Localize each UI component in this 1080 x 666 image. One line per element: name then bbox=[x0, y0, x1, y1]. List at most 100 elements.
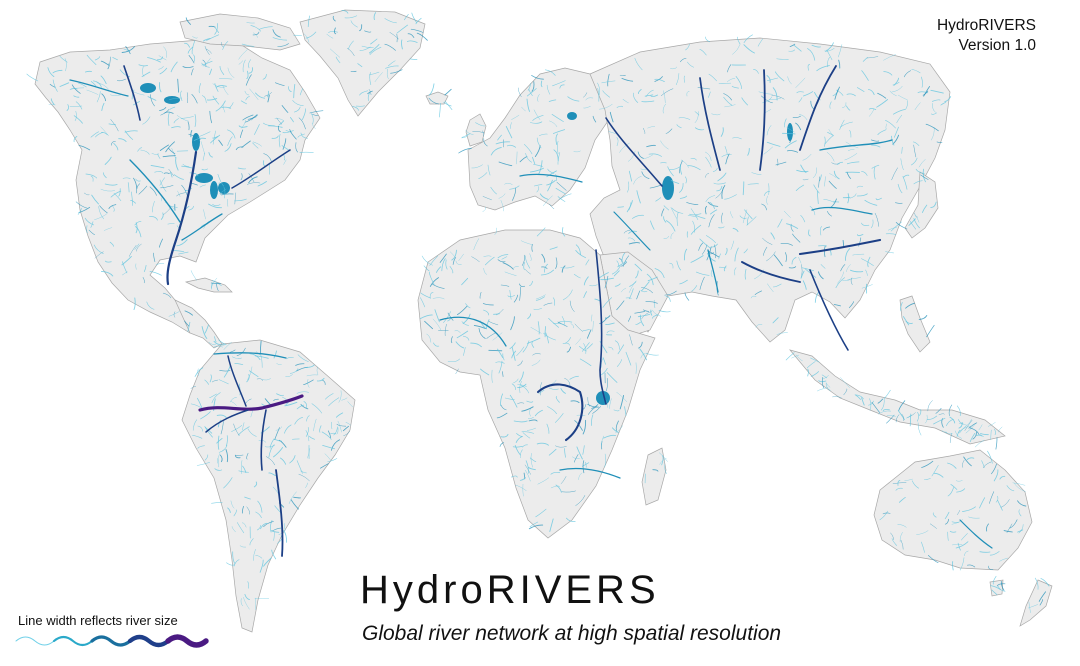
river-segment bbox=[956, 405, 961, 417]
river-segment bbox=[246, 374, 250, 383]
river-segment bbox=[883, 71, 893, 76]
river-segment bbox=[221, 42, 224, 48]
river-segment bbox=[273, 350, 277, 359]
river-segment bbox=[230, 400, 237, 406]
river-segment bbox=[235, 146, 244, 151]
river-segment bbox=[193, 54, 196, 62]
river-segment bbox=[293, 83, 296, 99]
river-segment bbox=[162, 155, 176, 158]
river-segment bbox=[130, 199, 136, 204]
river-segment bbox=[429, 255, 439, 266]
river-segment bbox=[284, 401, 298, 407]
river-segment bbox=[522, 340, 530, 353]
river-segment bbox=[104, 183, 118, 186]
river-segment bbox=[483, 309, 490, 316]
river-segment bbox=[176, 192, 186, 197]
river-segment bbox=[494, 227, 497, 235]
river-segment bbox=[203, 209, 206, 220]
river-segment bbox=[591, 404, 599, 409]
river-madeira bbox=[260, 409, 267, 471]
river-segment bbox=[846, 264, 851, 272]
river-segment bbox=[536, 227, 546, 237]
river-segment bbox=[687, 61, 694, 68]
river-segment bbox=[573, 274, 581, 279]
river-segment bbox=[548, 318, 559, 328]
river-segment bbox=[300, 404, 309, 410]
river-segment bbox=[936, 141, 943, 143]
river-segment bbox=[463, 335, 470, 341]
river-segment bbox=[550, 471, 561, 475]
river-segment bbox=[190, 270, 198, 281]
river-segment bbox=[370, 38, 378, 45]
river-segment bbox=[587, 329, 592, 339]
river-segment bbox=[897, 524, 907, 528]
river-segment bbox=[806, 361, 816, 369]
river-segment bbox=[211, 379, 218, 383]
river-segment bbox=[525, 460, 529, 474]
river-segment bbox=[233, 559, 240, 567]
river-amazon bbox=[198, 394, 304, 412]
river-segment bbox=[1014, 483, 1026, 492]
river-segment bbox=[533, 109, 541, 120]
river-segment bbox=[478, 172, 488, 179]
river-segment bbox=[557, 320, 573, 323]
river-segment bbox=[521, 106, 526, 112]
river-segment bbox=[470, 342, 482, 348]
river-segment bbox=[231, 425, 243, 432]
river-segment bbox=[223, 187, 226, 199]
river-segment bbox=[209, 393, 217, 399]
river-segment bbox=[311, 123, 316, 129]
river-segment bbox=[914, 215, 920, 223]
river-segment bbox=[868, 89, 875, 96]
river-segment bbox=[344, 15, 358, 19]
river-segment bbox=[535, 296, 545, 301]
river-segment bbox=[488, 349, 503, 352]
river-segment bbox=[544, 326, 547, 338]
river-segment bbox=[206, 34, 220, 41]
river-segment bbox=[617, 260, 627, 268]
river-segment bbox=[337, 420, 342, 433]
river-segment bbox=[216, 283, 219, 291]
river-segment bbox=[122, 177, 131, 179]
river-segment bbox=[870, 219, 874, 229]
landmass-australia bbox=[873, 449, 1033, 571]
river-segment bbox=[731, 85, 739, 89]
river-orinoco bbox=[213, 352, 287, 359]
river-segment bbox=[905, 302, 915, 309]
river-segment bbox=[525, 469, 531, 482]
river-segment bbox=[267, 90, 269, 98]
river-segment bbox=[628, 242, 641, 245]
river-segment bbox=[190, 130, 193, 138]
river-segment bbox=[240, 100, 248, 105]
river-segment bbox=[129, 245, 137, 257]
river-segment bbox=[922, 90, 929, 96]
river-segment bbox=[75, 201, 88, 209]
river-segment bbox=[367, 90, 373, 95]
river-segment bbox=[167, 111, 170, 126]
river-segment bbox=[96, 91, 101, 103]
river-segment bbox=[670, 180, 680, 184]
river-segment bbox=[1000, 580, 1005, 591]
river-segment bbox=[909, 413, 912, 427]
river-segment bbox=[452, 257, 457, 265]
river-segment bbox=[295, 363, 305, 366]
river-segment bbox=[264, 92, 272, 97]
landmass-south-america bbox=[181, 339, 356, 633]
river-segment bbox=[271, 135, 279, 139]
river-segment bbox=[949, 433, 952, 443]
river-segment bbox=[754, 290, 762, 295]
river-segment bbox=[146, 301, 155, 310]
river-segment bbox=[746, 216, 749, 226]
river-segment bbox=[876, 99, 889, 108]
river-segment bbox=[913, 180, 923, 185]
river-segment bbox=[428, 83, 435, 96]
river-segment bbox=[426, 333, 432, 343]
river-segment bbox=[614, 340, 620, 350]
river-yangtze bbox=[798, 238, 882, 256]
river-segment bbox=[244, 496, 251, 500]
river-segment bbox=[531, 81, 535, 92]
river-segment bbox=[373, 12, 377, 21]
river-segment bbox=[307, 379, 310, 388]
river-segment bbox=[561, 265, 566, 273]
